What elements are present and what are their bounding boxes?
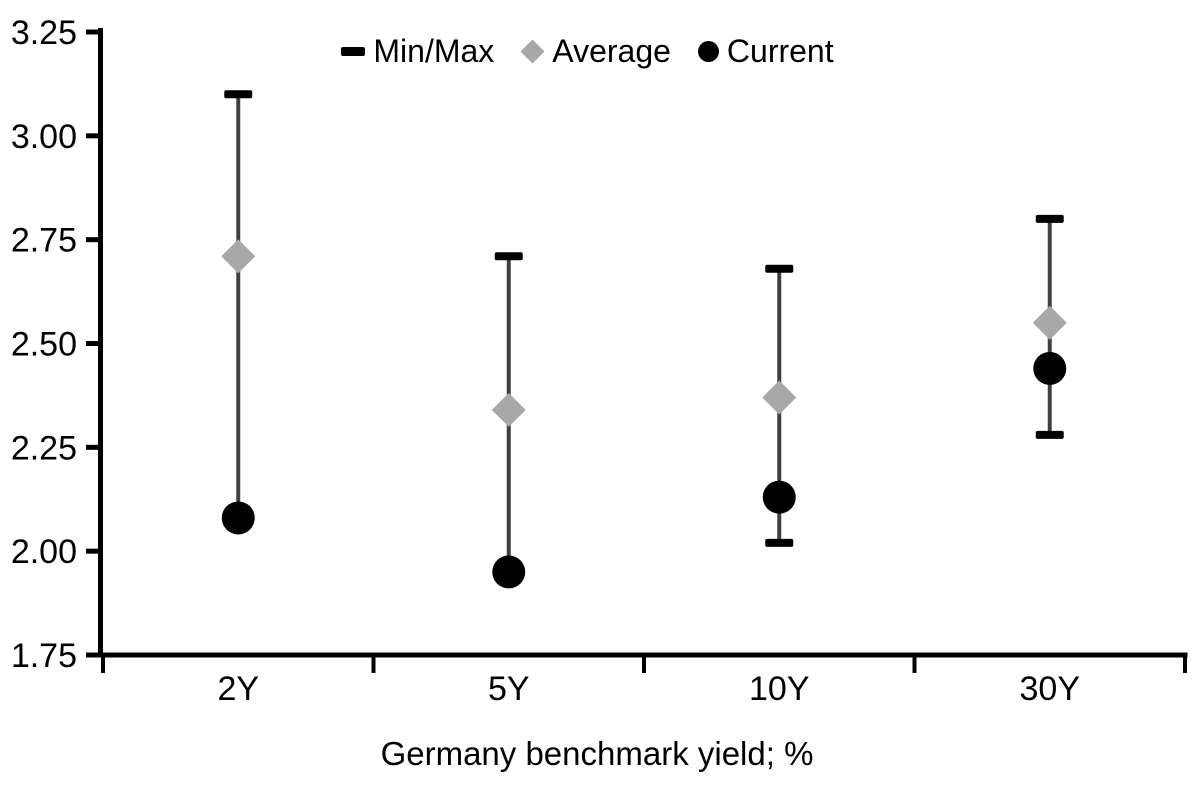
y-axis-tick-label: 3.25 [11,14,77,52]
x-axis-title: Germany benchmark yield; % [380,735,814,772]
average-marker-2Y [221,239,256,274]
max-cap-2Y [224,90,253,99]
legend-item-current: Current [697,33,834,70]
current-marker-2Y [221,501,255,535]
x-category-label: 5Y [488,670,530,708]
max-cap-30Y [1035,214,1064,223]
max-cap-10Y [765,264,794,273]
current-marker-5Y [492,555,526,589]
legend-item-average: Average [520,33,671,70]
legend-item-minmax: Min/Max [341,33,494,70]
x-category-label: 30Y [1020,670,1081,708]
y-axis-tick-label: 2.25 [11,429,77,467]
average-marker-5Y [491,392,526,427]
min-cap-10Y [765,538,794,547]
y-axis-tick-label: 2.75 [11,222,77,260]
y-axis-tick-label: 1.75 [11,637,77,675]
y-axis-tick-label: 2.00 [11,533,77,571]
max-cap-5Y [494,252,523,261]
dash-icon [341,47,366,56]
min-cap-30Y [1035,430,1064,439]
chart-legend: Min/Max Average Current [0,33,1175,70]
current-marker-30Y [1033,351,1067,385]
legend-label-average: Average [552,33,671,69]
current-marker-10Y [762,480,796,514]
average-marker-10Y [762,380,797,415]
average-marker-30Y [1032,305,1067,340]
legend-label-current: Current [726,33,834,69]
y-axis-tick-label: 2.50 [11,326,77,364]
x-category-label: 2Y [217,670,259,708]
circle-icon [697,41,719,62]
legend-label-minmax: Min/Max [373,33,495,69]
y-axis-tick-label: 3.00 [11,118,77,156]
x-category-label: 10Y [749,670,810,708]
